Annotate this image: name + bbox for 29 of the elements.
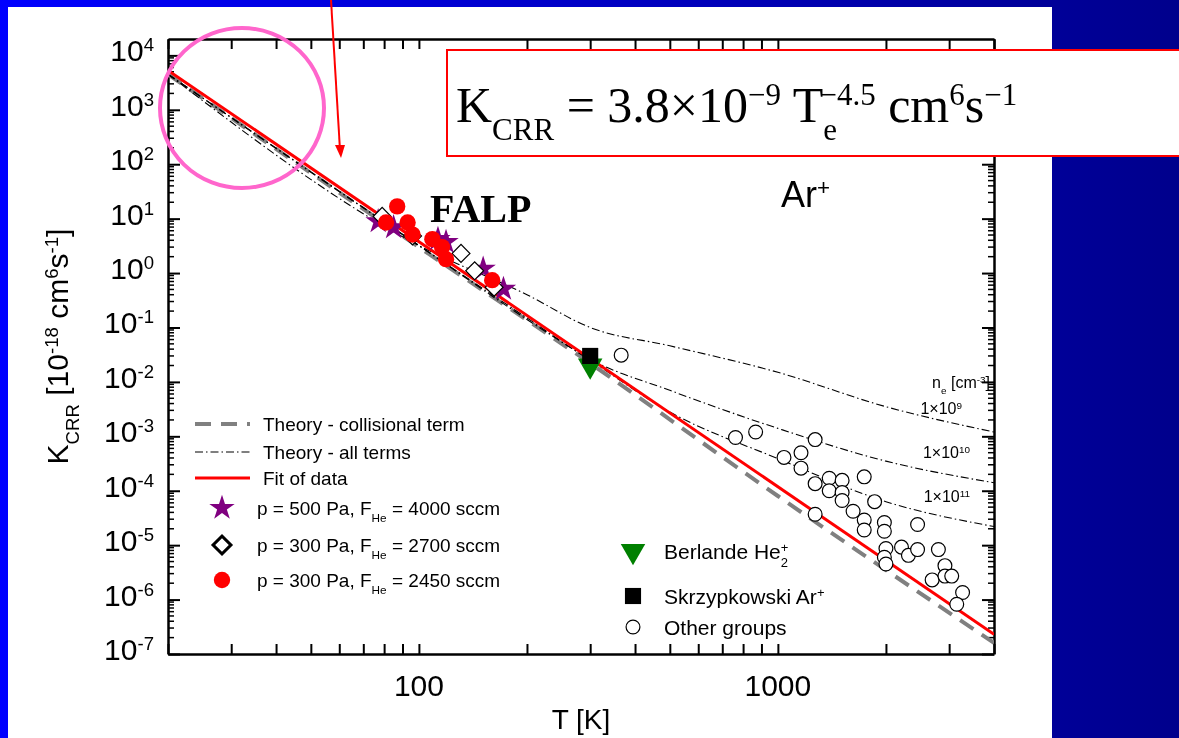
legend-label: Fit of data — [263, 468, 348, 489]
y-tick-label: 10$^{-7}$ — [104, 632, 154, 666]
legend-label: Theory - all terms — [263, 442, 411, 463]
y-tick-label: 10$^{2}$ — [110, 142, 154, 177]
legend-label: p = 300 Pa, F$_{He}$ = 2700 sccm — [257, 535, 501, 561]
y-tick-label: 10$^{-6}$ — [104, 578, 154, 612]
legend-label: Skrzypkowski Ar$^{+}$ — [664, 584, 825, 608]
x-axis-title: T [K] — [551, 704, 611, 735]
legend-label: Theory - collisional term — [263, 414, 465, 435]
annotation: 1×10$^{10}$ — [922, 443, 971, 461]
text: K$_{CRR}$ = 3.8×10$^{−9}$ T$_{e}$$^{−4.5}$ cm$^{6}$s$^{−1}$ — [456, 76, 1018, 147]
y-tick-label: 10$^{0}$ — [110, 251, 154, 286]
y-tick-label: 10$^{3}$ — [110, 88, 154, 122]
annotation: Ar$^{+}$ — [781, 174, 831, 215]
x-tick-label: 1000 — [744, 669, 812, 702]
y-tick-label: 10$^{-3}$ — [104, 414, 154, 449]
y-tick-label: 10$^{1}$ — [110, 197, 154, 231]
annotation: 1×10$^{11}$ — [923, 487, 971, 505]
legend-label: Other groups — [664, 616, 787, 639]
y-tick-label: 10$^{-2}$ — [104, 360, 154, 394]
legend-label: p = 500 Pa, F$_{He}$ = 4000 sccm — [257, 498, 501, 524]
y-tick-label: 10$^{-4}$ — [104, 469, 154, 503]
y-tick-label: 10$^{4}$ — [110, 33, 154, 68]
annotation: FALP — [430, 186, 532, 231]
annotation: 1×10$^{9}$ — [920, 399, 963, 417]
x-tick-label: 100 — [393, 669, 444, 702]
legend-label: p = 300 Pa, F$_{He}$ = 2450 sccm — [257, 570, 501, 596]
y-tick-label: 10$^{-5}$ — [104, 523, 154, 558]
y-tick-label: 10$^{-1}$ — [104, 305, 154, 340]
